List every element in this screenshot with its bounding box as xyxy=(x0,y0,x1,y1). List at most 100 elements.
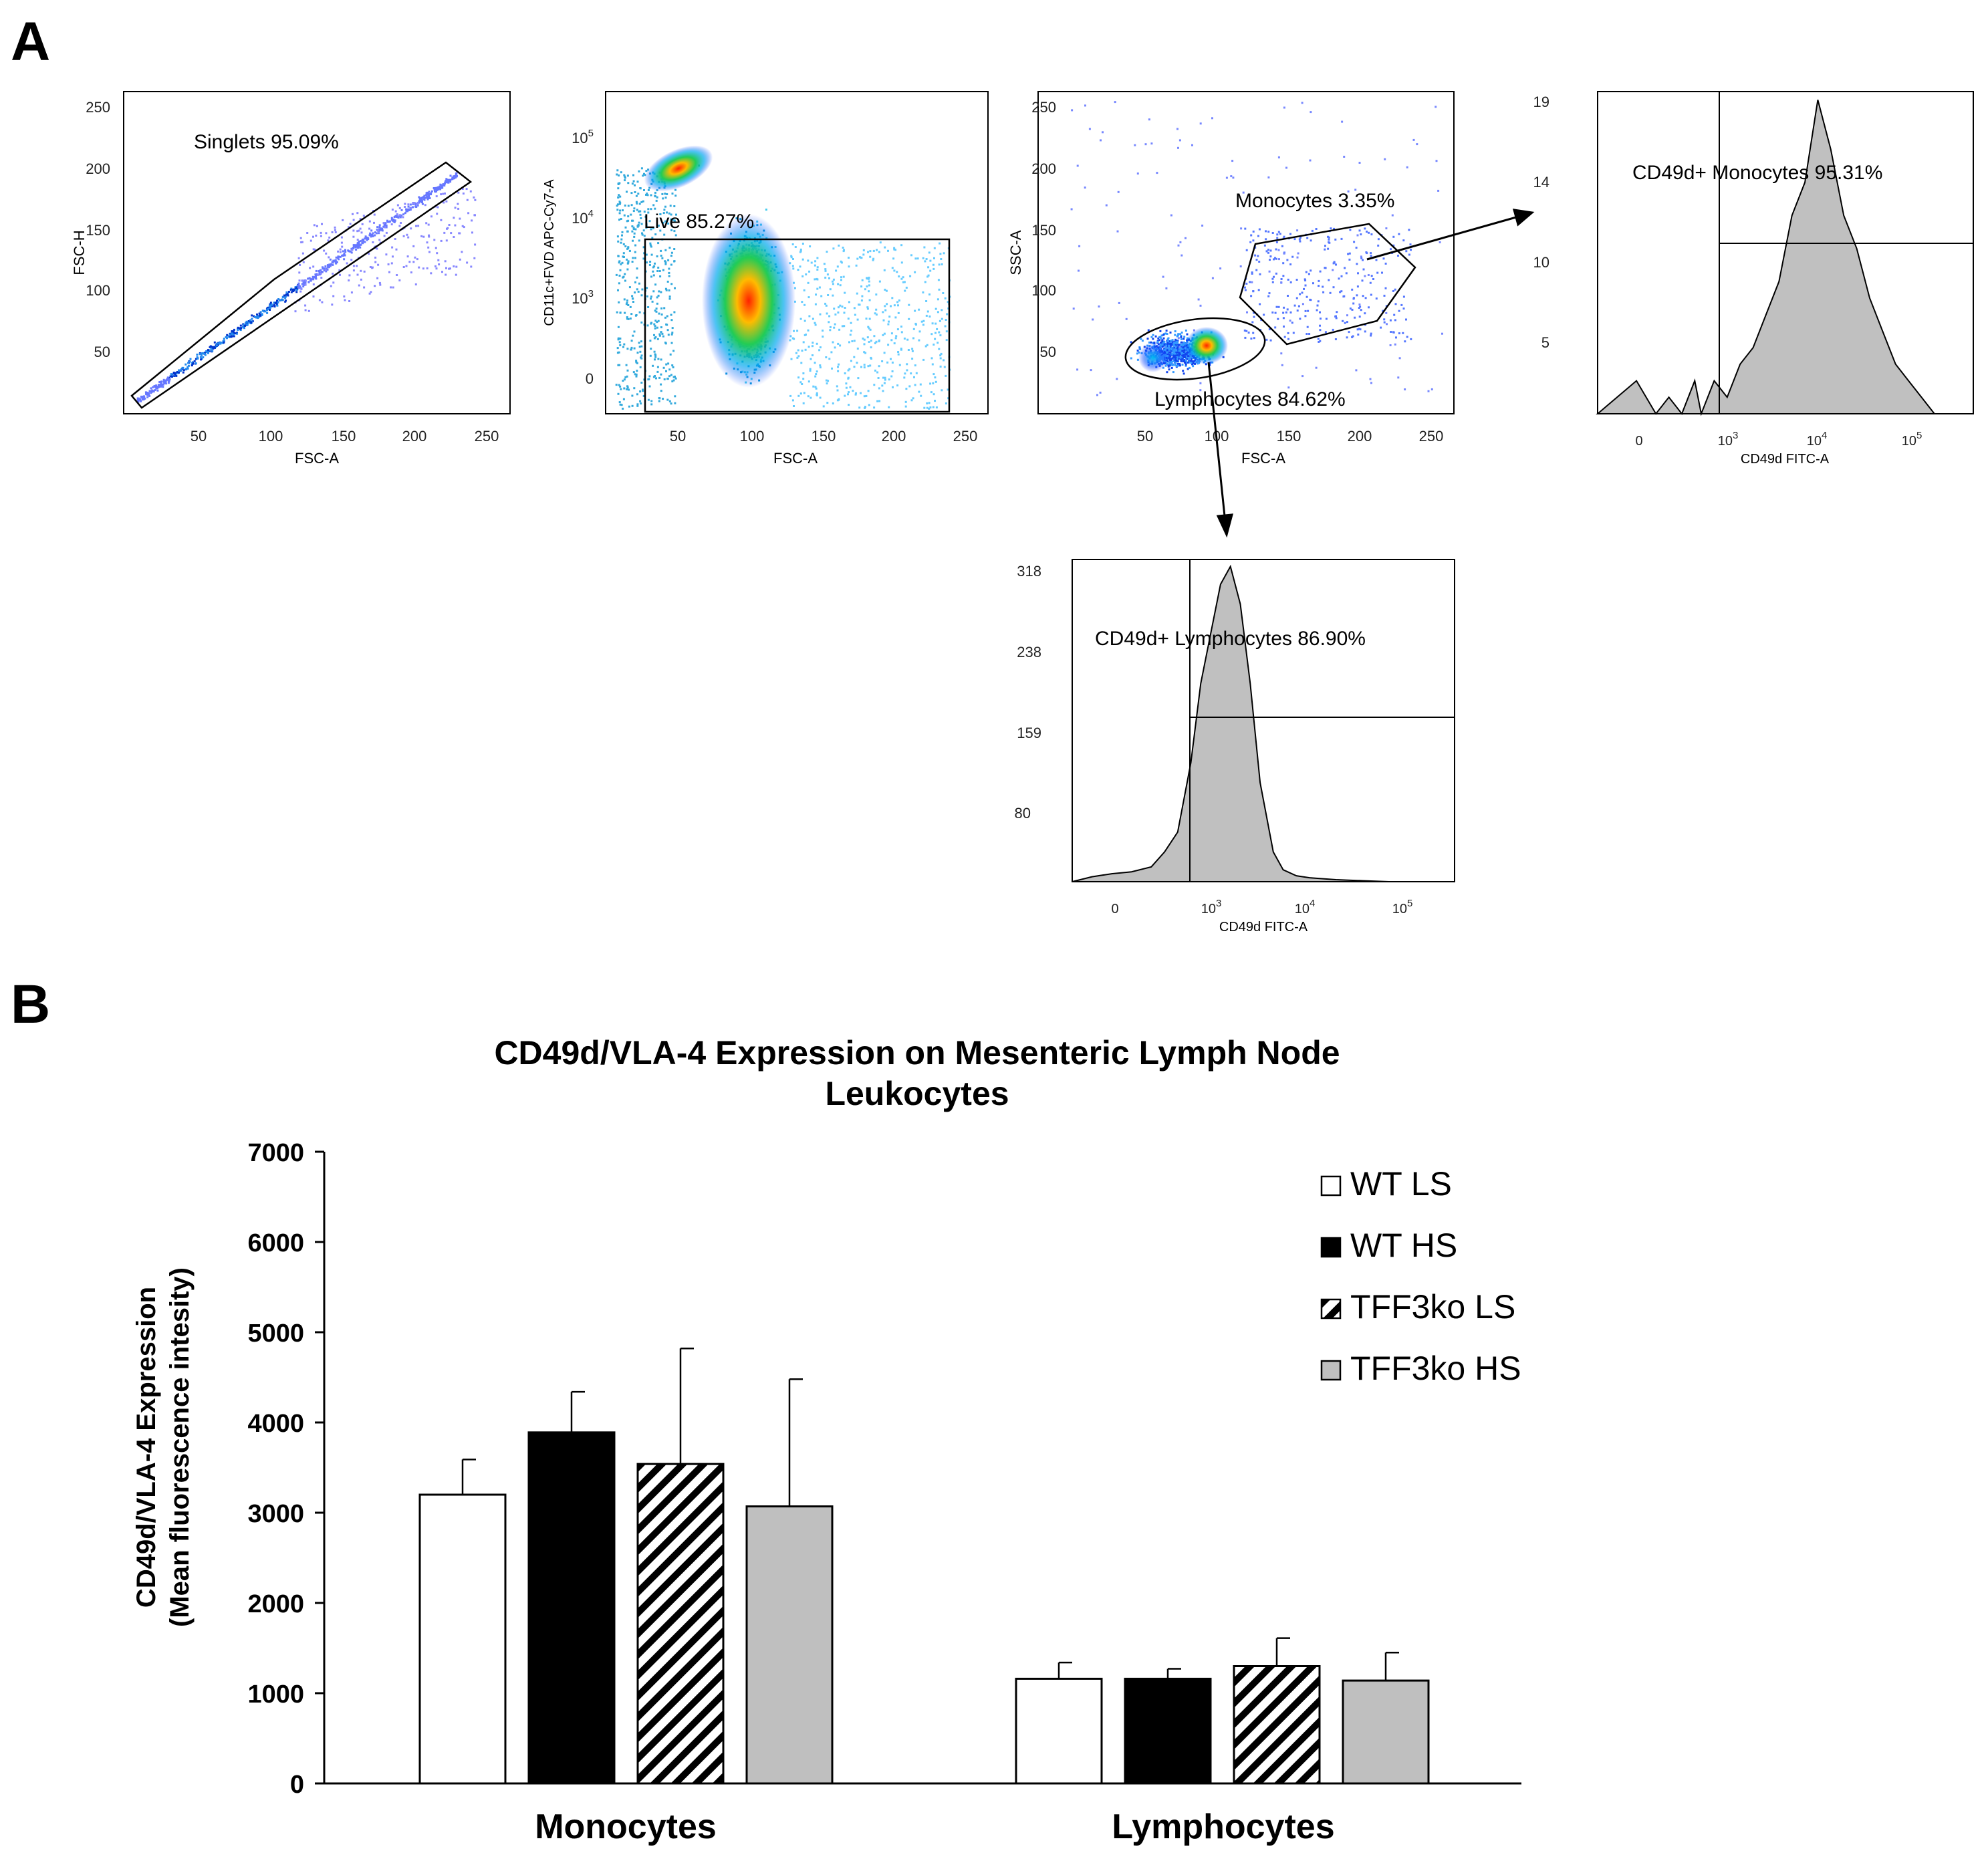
event-dot xyxy=(394,210,397,213)
event-dot xyxy=(1376,271,1379,274)
event-dot xyxy=(332,263,334,266)
event-dot xyxy=(1324,248,1326,251)
event-dot xyxy=(1372,278,1374,280)
event-dot xyxy=(1169,346,1172,349)
event-dot xyxy=(622,209,624,212)
event-dot xyxy=(1315,228,1318,230)
event-dot xyxy=(454,207,457,209)
event-dot xyxy=(451,178,453,180)
event-dot xyxy=(933,247,936,249)
event-dot xyxy=(802,341,805,344)
event-dot xyxy=(1319,270,1322,273)
event-dot xyxy=(269,306,272,309)
event-dot xyxy=(945,374,947,377)
event-dot xyxy=(915,372,918,374)
event-dot xyxy=(1136,172,1139,175)
event-dot xyxy=(1268,328,1271,331)
event-dot xyxy=(646,287,648,289)
event-dot xyxy=(939,320,941,322)
event-dot xyxy=(654,336,657,338)
event-dot xyxy=(338,258,340,261)
event-dot xyxy=(639,187,642,189)
event-dot xyxy=(358,284,360,287)
event-dot xyxy=(1136,352,1138,355)
event-dot xyxy=(226,334,229,336)
event-dot xyxy=(1225,176,1228,179)
event-dot xyxy=(844,307,846,309)
event-dot xyxy=(1211,277,1214,279)
event-dot xyxy=(207,352,209,354)
event-dot xyxy=(239,329,242,332)
chart-title-line-1: CD49d/VLA-4 Expression on Mesenteric Lym… xyxy=(494,1034,1340,1072)
bar xyxy=(527,1431,616,1785)
event-dot xyxy=(1273,275,1275,278)
event-dot xyxy=(306,232,309,234)
event-dot xyxy=(878,400,881,402)
event-dot xyxy=(860,366,862,368)
event-dot xyxy=(805,273,807,275)
event-dot xyxy=(1240,227,1243,230)
event-dot xyxy=(887,344,890,346)
event-dot xyxy=(292,288,294,291)
event-dot xyxy=(642,394,645,397)
event-dot xyxy=(321,271,324,273)
monocytes-gate xyxy=(1239,223,1416,346)
event-dot xyxy=(1166,353,1169,355)
y-tick-label: 0 xyxy=(586,370,594,387)
event-dot xyxy=(383,235,386,237)
event-dot xyxy=(474,199,477,201)
event-dot xyxy=(1172,352,1174,354)
event-dot xyxy=(1311,229,1314,232)
event-dot xyxy=(881,384,884,387)
event-dot xyxy=(616,352,619,354)
event-dot xyxy=(1176,363,1179,365)
event-dot xyxy=(318,299,321,301)
event-dot xyxy=(393,216,396,218)
event-dot xyxy=(619,403,622,406)
event-dot xyxy=(636,403,639,406)
event-dot xyxy=(640,322,643,324)
event-dot xyxy=(815,387,818,390)
event-dot xyxy=(792,267,795,270)
event-dot xyxy=(873,335,876,338)
event-dot xyxy=(668,289,670,291)
event-dot xyxy=(430,190,433,193)
event-dot xyxy=(415,203,418,206)
x-ticks: 0 103 104 105 xyxy=(1111,898,1412,916)
event-dot xyxy=(261,309,264,312)
event-dot xyxy=(444,193,446,195)
event-dot xyxy=(670,319,673,322)
event-dot xyxy=(320,235,322,237)
event-dot xyxy=(1274,311,1277,314)
event-dot xyxy=(417,225,420,227)
event-dot xyxy=(883,269,886,271)
event-dot xyxy=(199,356,202,358)
event-dot xyxy=(461,251,463,253)
event-dot xyxy=(286,293,289,295)
event-dot xyxy=(1384,287,1387,289)
event-dot xyxy=(652,290,655,293)
event-dot xyxy=(398,279,401,281)
event-dot xyxy=(445,178,448,180)
event-dot xyxy=(424,197,426,199)
event-dot xyxy=(455,273,457,276)
event-dot xyxy=(290,291,293,293)
event-dot xyxy=(626,258,628,261)
event-dot xyxy=(1351,308,1354,311)
y-tick-label: 200 xyxy=(86,160,110,177)
event-dot xyxy=(370,229,373,232)
event-dot xyxy=(906,369,908,372)
event-dot xyxy=(799,248,802,251)
event-dot xyxy=(622,407,624,410)
event-dot xyxy=(653,337,656,340)
event-dot xyxy=(1268,270,1271,273)
event-dot xyxy=(1354,316,1356,319)
event-dot xyxy=(661,193,664,195)
event-dot xyxy=(1150,336,1153,338)
event-dot xyxy=(1352,297,1355,299)
event-dot xyxy=(347,249,350,252)
event-dot xyxy=(618,401,621,404)
event-dot xyxy=(156,387,158,390)
event-dot xyxy=(670,255,672,257)
event-dot xyxy=(137,400,140,403)
